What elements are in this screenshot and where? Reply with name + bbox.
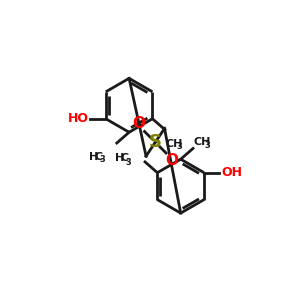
Text: CH: CH <box>166 139 183 149</box>
Text: OH: OH <box>221 166 242 179</box>
Text: C: C <box>94 152 103 162</box>
Text: HO: HO <box>68 112 89 125</box>
Text: O: O <box>166 153 179 168</box>
Text: CH: CH <box>194 137 211 147</box>
Text: H: H <box>89 152 98 162</box>
Text: 3: 3 <box>176 142 182 151</box>
Text: 3: 3 <box>205 141 210 150</box>
Text: O: O <box>132 116 145 131</box>
Text: 3: 3 <box>99 155 105 164</box>
Text: H: H <box>115 153 124 164</box>
Text: 3: 3 <box>125 158 131 166</box>
Text: S: S <box>149 133 162 151</box>
Text: C: C <box>120 153 128 164</box>
